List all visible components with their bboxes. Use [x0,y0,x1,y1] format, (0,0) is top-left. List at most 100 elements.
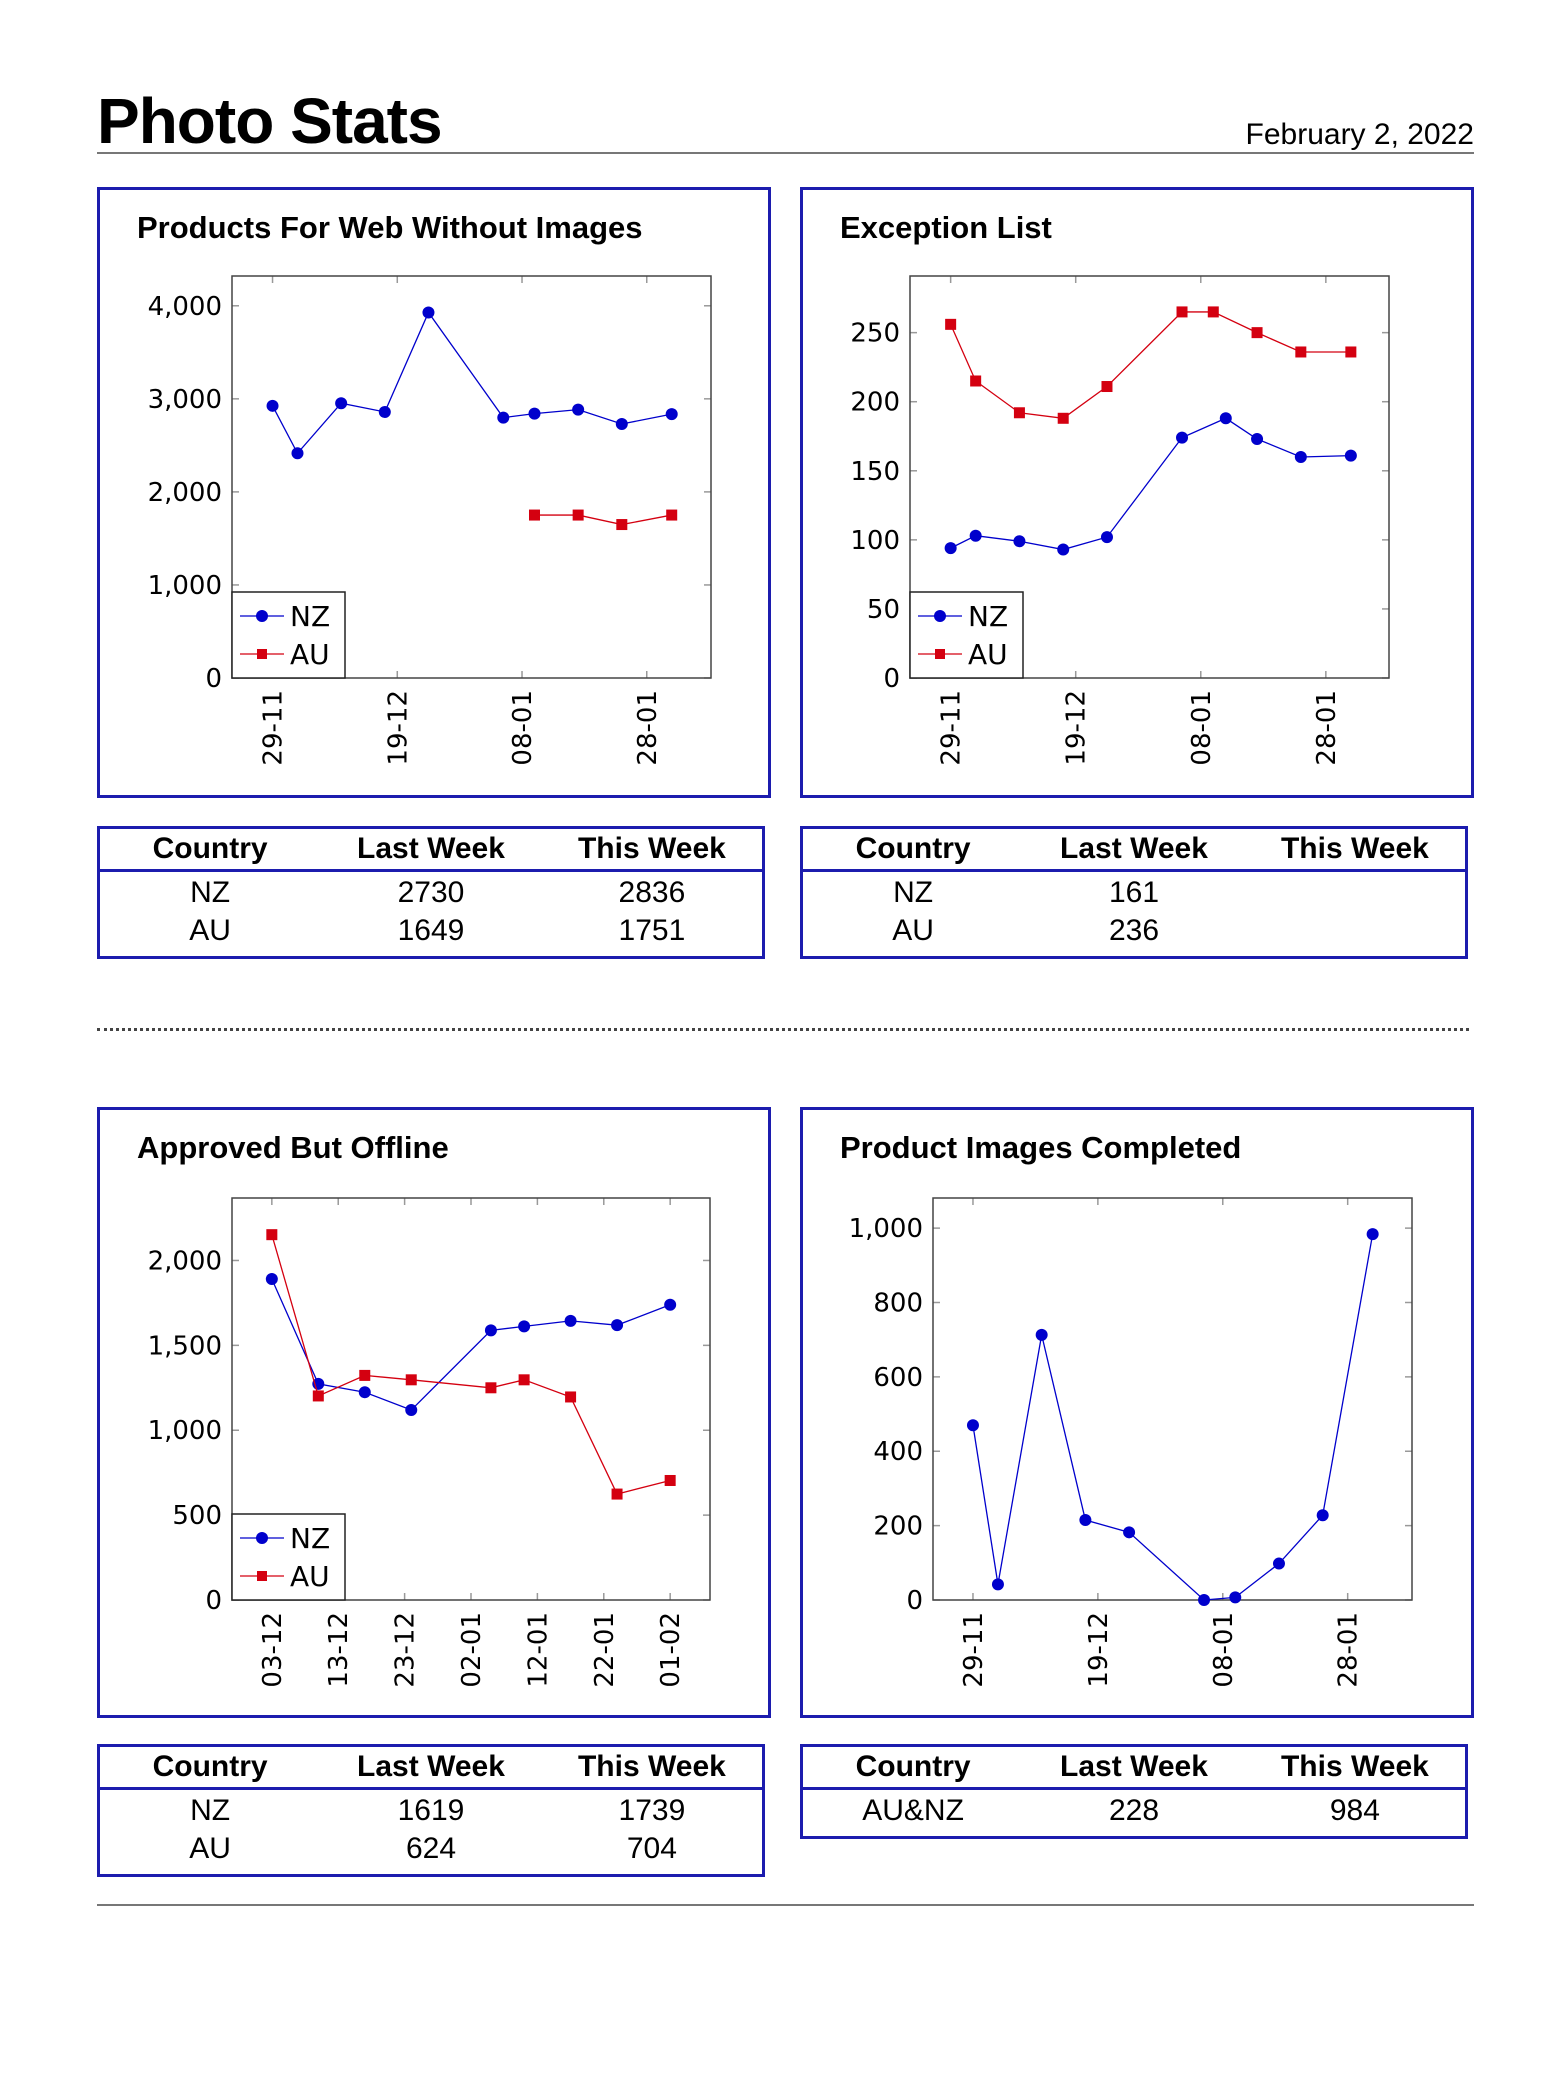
y-tick-label: 1,000 [148,571,222,601]
line-chart: 0 50 100 150 200 250 29-11 19-12 08-01 28-01 NZ AU [850,275,1390,766]
y-tick-label: 200 [873,1512,923,1542]
data-point-square [266,1229,278,1241]
y-tick-label: 0 [883,664,900,694]
data-point-circle [611,1319,624,1332]
table-row: AU 1649 1751 [99,912,764,958]
data-point-square [572,509,584,521]
legend-circle-marker-icon [256,1532,268,1544]
data-point-square [611,1488,623,1500]
table-cell: AU [189,1832,231,1865]
data-point-square [616,519,628,531]
x-tick-label: 19-12 [1084,1612,1114,1688]
legend-label: NZ [290,1522,330,1555]
x-tick-label: 29-11 [959,1612,989,1688]
legend-label: AU [290,1560,330,1593]
table-cell: 236 [1108,914,1160,947]
table-header-row: Country Last Week This Week [801,1745,1467,1790]
table-cell: 1751 [618,914,686,947]
table-row: NZ 2730 2836 [99,871,764,913]
y-tick-label: 200 [850,388,900,418]
legend: NZ AU [231,591,346,679]
legend-box [231,1513,346,1601]
column-header: Last Week [320,827,542,872]
data-point-circle [615,417,628,430]
series-line-nz [271,311,672,455]
legend: NZ AU [909,591,1024,679]
column-header: Country [98,827,321,872]
table-row: AU 236 [802,912,1467,958]
data-point-square [312,1390,324,1402]
table-cell: AU&NZ [862,1794,964,1827]
data-point-circle [518,1320,531,1333]
y-tick-label: 600 [873,1363,923,1393]
line-chart: 0 500 1,000 1,500 2,000 03-12 13-12 23-12 02-01 1… [148,1197,711,1688]
y-tick-label: 1,500 [148,1331,222,1361]
legend-square-marker-icon [935,649,945,659]
plot-frame [231,1197,711,1601]
data-point-circle [1013,535,1026,548]
y-tick-label: 500 [172,1501,222,1531]
data-point-square [1251,327,1263,339]
x-tick-label: 13-12 [324,1612,354,1688]
data-point-circle [265,1272,278,1285]
column-header: Last Week [1023,1745,1245,1790]
table-cell: 2730 [397,876,465,909]
column-header: Last Week [1023,827,1245,872]
column-header: Country [98,1745,321,1790]
x-tick-label: 08-01 [1209,1612,1239,1688]
stats-table-exception-list: Country Last Week This Week NZ 161 AU 236 [800,826,1468,959]
table-cell: 161 [1108,876,1160,909]
table-row: NZ 1619 1739 [99,1789,764,1831]
chart-title: Product Images Completed [840,1130,1242,1165]
data-point-circle [572,403,585,416]
table-cell: 1649 [397,914,465,947]
data-point-circle [1316,1509,1329,1522]
data-point-square [1295,346,1307,358]
chart-panel-exception-list: Exception List 0 50 100 150 200 250 29-11 19-12… [800,187,1474,798]
data-point-circle [497,411,510,424]
legend-square-marker-icon [257,1571,267,1581]
table-header-row: Country Last Week This Week [98,1745,764,1790]
table-row: AU 624 704 [99,1830,764,1876]
data-point-circle [422,306,435,319]
data-point-circle [1344,449,1357,462]
data-point-circle [1123,1526,1136,1539]
x-tick-label: 19-12 [1062,690,1092,766]
y-tick-label: 150 [850,457,900,487]
page-title: Photo Stats [97,85,443,157]
data-point-circle [358,1386,371,1399]
x-tick-label: 28-01 [633,690,663,766]
table-cell: 1739 [618,1794,686,1827]
chart-title: Exception List [840,210,1052,245]
legend-circle-marker-icon [934,610,946,622]
y-tick-label: 2,000 [148,1246,222,1276]
series-line-au [950,311,1351,419]
y-tick-label: 0 [906,1586,923,1616]
column-header: Country [801,827,1024,872]
data-point-circle [564,1314,577,1327]
plot-frame [932,1197,1413,1601]
stats-table-product-images-completed: Country Last Week This Week AU&NZ 228 984 [800,1744,1468,1839]
data-point-circle [484,1324,497,1337]
x-tick-label: 28-01 [1312,690,1342,766]
legend-box [909,591,1024,679]
chart-title: Products For Web Without Images [137,210,643,245]
y-tick-label: 800 [873,1288,923,1318]
legend: NZ AU [231,1513,346,1601]
data-point-square [518,1374,530,1386]
y-tick-label: 50 [867,595,900,625]
table-cell: AU [189,914,231,947]
table-cell: 984 [1329,1794,1380,1827]
plot-frame [909,275,1390,679]
column-header: This Week [1244,1745,1467,1790]
x-tick-label: 28-01 [1334,1612,1364,1688]
data-point-square [485,1382,497,1394]
chart-title: Approved But Offline [137,1130,449,1165]
data-point-circle [378,405,391,418]
x-tick-label: 08-01 [1187,690,1217,766]
x-tick-label: 22-01 [590,1612,620,1688]
x-tick-label: 19-12 [383,690,413,766]
data-point-square [405,1374,417,1386]
x-tick-label: 02-01 [457,1612,487,1688]
data-point-circle [1219,412,1232,425]
